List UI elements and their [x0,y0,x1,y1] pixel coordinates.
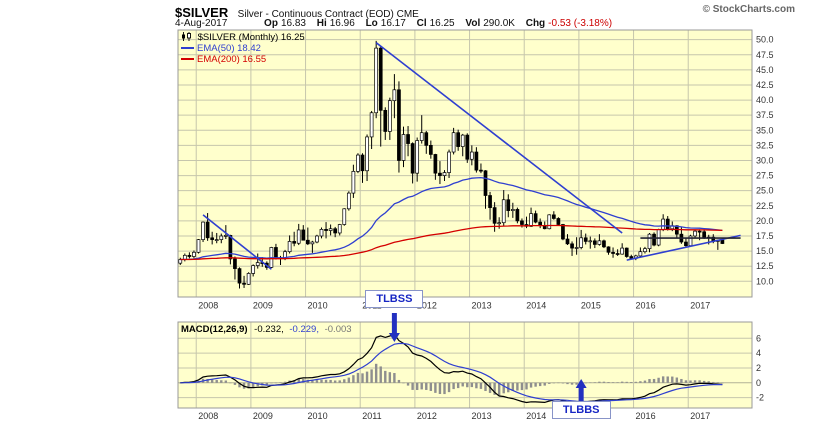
close-value: 16.25 [429,18,455,29]
macd-hist-value: -0.003 [324,324,352,335]
svg-text:4: 4 [756,348,761,358]
svg-text:2013: 2013 [472,411,492,421]
svg-text:2008: 2008 [198,411,218,421]
symbol-description: Silver - Continuous Contract (EOD) CME [237,9,419,20]
svg-text:25.0: 25.0 [756,186,774,196]
svg-text:30.0: 30.0 [756,155,774,165]
low-label: Lo [365,18,378,29]
svg-text:2016: 2016 [636,301,656,311]
svg-text:2008: 2008 [198,301,218,311]
svg-text:40.0: 40.0 [756,95,774,105]
svg-text:15.0: 15.0 [756,246,774,256]
macd-legend-label: MACD(12,26,9) [181,324,248,335]
high-label: Hi [316,18,327,29]
symbol-title: $SILVER [175,5,229,20]
svg-text:0: 0 [756,378,761,388]
svg-text:45.0: 45.0 [756,65,774,75]
low-value: 16.17 [380,18,406,29]
ema200-swatch-icon [181,58,194,61]
quote-row: 4-Aug-2017 Op 16.83 Hi 16.96 Lo 16.17 Cl 16.… [175,18,795,29]
svg-text:12.5: 12.5 [756,261,774,271]
svg-text:2: 2 [756,363,761,373]
svg-text:2012: 2012 [417,301,437,311]
svg-text:10.0: 10.0 [756,276,774,286]
high-value: 16.96 [329,18,355,29]
svg-text:2017: 2017 [690,301,710,311]
svg-text:17.5: 17.5 [756,231,774,241]
svg-text:35.0: 35.0 [756,125,774,135]
svg-text:2015: 2015 [581,301,601,311]
svg-text:37.5: 37.5 [756,110,774,120]
svg-text:2009: 2009 [253,301,273,311]
volume-label: Vol [465,18,481,29]
volume-value: 290.0K [483,18,515,29]
ema50-legend: EMA(50) 18.42 [181,43,261,54]
stockcharts-copyright-link[interactable]: © StockCharts.com [702,4,795,15]
svg-text:2014: 2014 [526,301,546,311]
macd-line-value: -0.232, [254,324,284,335]
svg-text:42.5: 42.5 [756,80,774,90]
svg-text:20.0: 20.0 [756,216,774,226]
svg-text:27.5: 27.5 [756,171,774,181]
svg-text:2009: 2009 [253,411,273,421]
svg-text:2011: 2011 [362,411,381,421]
close-label: Cl [416,18,427,29]
macd-signal-value: -0.229, [289,324,319,335]
svg-text:2016: 2016 [636,411,656,421]
price-legend: $SILVER (Monthly) 16.25 [181,32,305,44]
svg-text:2010: 2010 [308,301,328,311]
ema200-legend-text: EMA(200) 16.55 [197,54,267,65]
macd-legend: MACD(12,26,9) -0.232, -0.229, -0.003 [181,324,355,335]
svg-text:2010: 2010 [308,411,328,421]
svg-text:-2: -2 [756,393,764,403]
open-label: Op [264,18,278,29]
candlestick-icon [181,32,192,44]
tlbss-annotation: TLBSS [365,290,424,308]
svg-text:32.5: 32.5 [756,140,774,150]
svg-text:2013: 2013 [472,301,492,311]
ema50-swatch-icon [181,47,194,50]
ema50-legend-text: EMA(50) 18.42 [197,43,261,54]
svg-text:50.0: 50.0 [756,35,774,45]
chart-header: © StockCharts.com $SILVER Silver - Conti… [175,4,795,22]
open-value: 16.83 [280,18,306,29]
svg-text:6: 6 [756,333,761,343]
tlbbs-annotation: TLBBS [551,401,611,419]
change-label: Chg [525,18,546,29]
svg-text:47.5: 47.5 [756,50,774,60]
quote-date: 4-Aug-2017 [175,18,228,29]
price-legend-text: $SILVER (Monthly) 16.25 [197,32,305,43]
change-value: -0.53 (-3.18%) [548,18,613,29]
svg-text:2012: 2012 [417,411,437,421]
ema200-legend: EMA(200) 16.55 [181,54,266,65]
svg-text:2017: 2017 [690,411,710,421]
svg-text:22.5: 22.5 [756,201,774,211]
svg-text:2014: 2014 [526,411,546,421]
